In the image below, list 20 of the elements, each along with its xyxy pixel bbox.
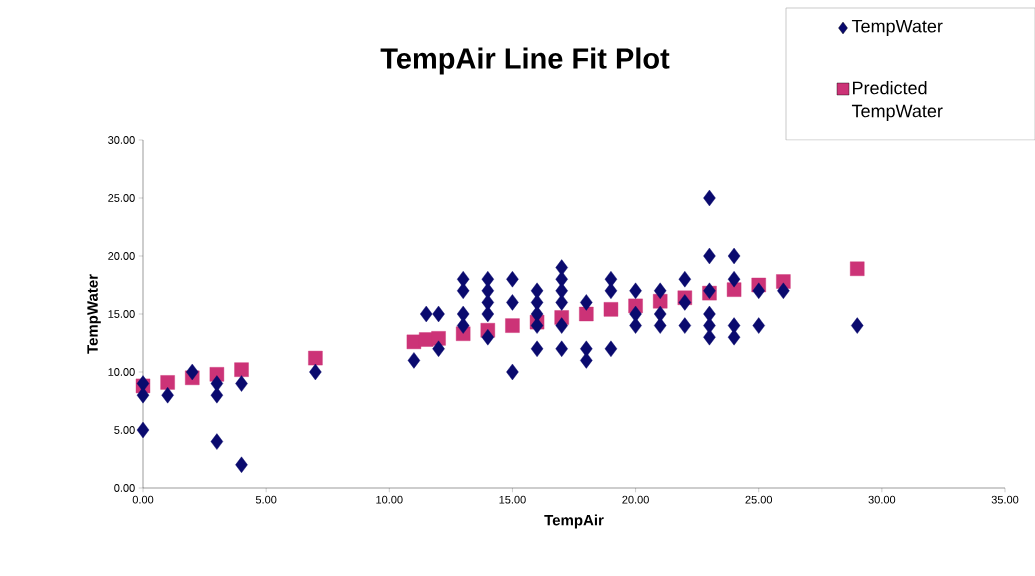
x-tick-label: 20.00 — [622, 495, 649, 504]
legend-label: Predicted TempWater — [851, 81, 943, 121]
x-tick-label: 10.00 — [376, 495, 403, 504]
y-tick-label: 30.00 — [108, 136, 135, 144]
x-tick-label: 5.00 — [255, 495, 277, 504]
x-tick-label: 15.00 — [499, 495, 526, 504]
x-tick-label: 25.00 — [745, 495, 773, 504]
y-tick-label: 0.00 — [114, 484, 135, 492]
y-axis-title: TempWater — [87, 274, 101, 354]
legend-label: TempWater — [851, 19, 943, 37]
x-tick-label: 0.00 — [132, 495, 154, 504]
y-tick-label: 15.00 — [108, 310, 135, 318]
y-tick-label: 5.00 — [114, 426, 135, 434]
x-axis-title: TempAir — [544, 514, 604, 529]
chart-title: TempAir Line Fit Plot — [380, 47, 670, 75]
y-tick-label: 25.00 — [108, 194, 135, 202]
x-tick-label: 35.00 — [991, 495, 1019, 504]
y-tick-label: 20.00 — [108, 252, 135, 260]
x-tick-label: 30.00 — [868, 495, 896, 504]
y-tick-label: 10.00 — [108, 368, 135, 376]
